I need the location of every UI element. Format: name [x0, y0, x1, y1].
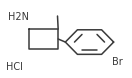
Text: Br: Br — [112, 57, 123, 67]
Text: H2N: H2N — [8, 12, 29, 22]
Text: HCl: HCl — [6, 62, 23, 72]
